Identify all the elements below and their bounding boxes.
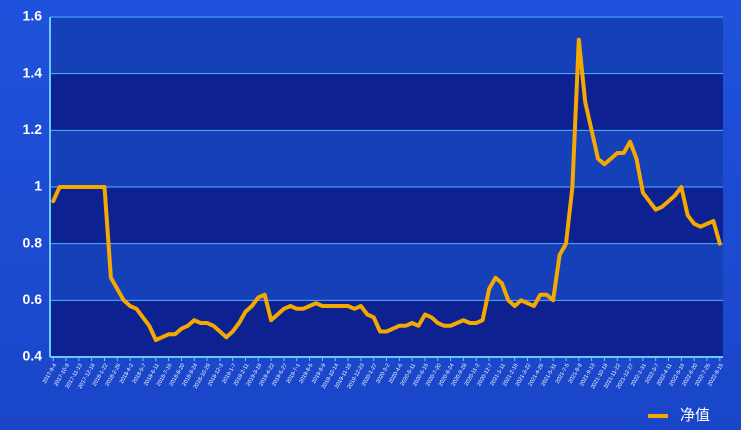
- data-line: [51, 37, 722, 342]
- plot-band: [50, 73, 723, 131]
- y-tick-label: 0.4: [23, 348, 43, 364]
- plot-band: [50, 187, 723, 244]
- plot-band: [50, 300, 723, 357]
- y-tick-label: 1: [34, 178, 42, 194]
- y-tick-label: 0.6: [23, 291, 43, 307]
- plot-band: [50, 130, 723, 187]
- plot-band: [50, 243, 723, 301]
- y-tick-label: 0.8: [23, 234, 43, 250]
- y-tick-label: 1.2: [23, 121, 43, 137]
- plot-band: [50, 17, 723, 74]
- y-tick-label: 1.6: [23, 8, 43, 24]
- y-tick-label: 1.4: [23, 64, 43, 80]
- legend-label: 净值: [680, 407, 710, 424]
